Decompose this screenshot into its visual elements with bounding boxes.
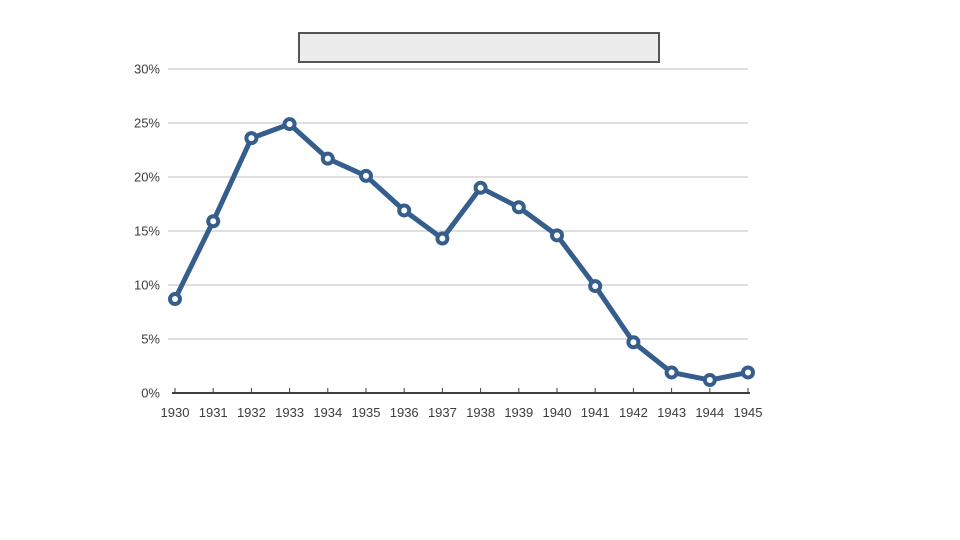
data-point-marker [741,365,755,380]
data-point-marker [359,168,373,183]
data-series-line [172,121,751,383]
x-tick-label: 1935 [352,405,381,420]
x-tick-label: 1943 [657,405,686,420]
y-tick-label: 15% [134,224,160,239]
x-tick-label: 1937 [428,405,457,420]
data-point-marker [588,279,603,294]
data-point-marker [397,203,412,218]
x-tick-label: 1938 [466,405,495,420]
data-point-marker [702,373,717,388]
x-tick-label: 1945 [734,405,763,420]
data-point-marker [473,180,488,195]
data-point-marker [550,228,564,243]
x-tick-label: 1936 [390,405,419,420]
y-tick-label: 30% [134,62,160,77]
data-point-marker [320,151,335,166]
x-tick-label: 1933 [275,405,304,420]
x-tick-label: 1939 [504,405,533,420]
x-tick-label: 1931 [199,405,228,420]
data-point-marker [511,200,526,215]
data-point-marker [168,292,182,307]
y-tick-label: 25% [134,116,160,131]
y-tick-label: 0% [141,386,160,401]
chart-title-placeholder-box [298,32,660,63]
y-tick-label: 5% [141,332,160,347]
y-tick-label: 20% [134,170,160,185]
data-point-marker [206,214,221,229]
data-point-marker [435,231,450,246]
x-tick-label: 1941 [581,405,610,420]
data-point-marker [664,365,679,380]
x-tick-label: 1932 [237,405,266,420]
x-tick-label: 1934 [313,405,342,420]
y-tick-label: 10% [134,278,160,293]
data-point-marker [244,131,259,146]
data-point-marker [626,335,641,350]
x-tick-label: 1940 [543,405,572,420]
data-point-marker [282,117,297,132]
x-tick-label: 1930 [161,405,190,420]
x-tick-label: 1942 [619,405,648,420]
x-tick-label: 1944 [695,405,724,420]
